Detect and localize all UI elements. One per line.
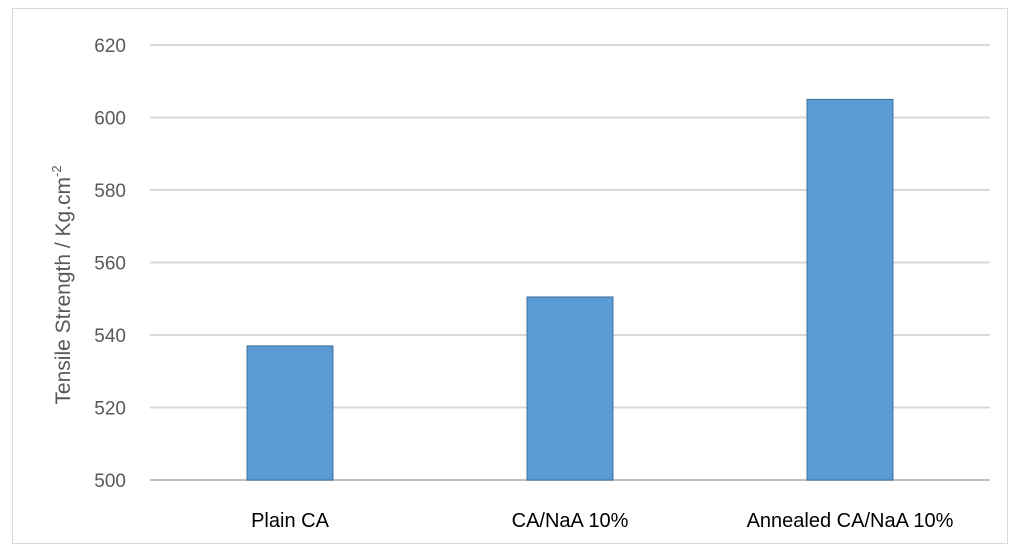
y-tick-label: 520 — [94, 399, 126, 420]
y-axis-label-superscript: -2 — [49, 165, 64, 177]
x-category-label: Annealed CA/NaA 10% — [747, 510, 954, 532]
y-tick-label: 600 — [94, 109, 126, 130]
y-axis-label: Tensile Strength / Kg.cm-2 — [49, 165, 75, 404]
x-category-label: CA/NaA 10% — [512, 510, 629, 532]
y-tick-labels: 500 520 540 560 580 600 620 — [94, 36, 126, 492]
x-tick-labels: Plain CA CA/NaA 10% Annealed CA/NaA 10% — [251, 510, 954, 532]
x-category-label: Plain CA — [251, 510, 329, 532]
y-tick-label: 540 — [94, 326, 126, 347]
bar — [526, 296, 614, 481]
y-tick-label: 500 — [94, 471, 126, 492]
y-tick-label: 560 — [94, 254, 126, 275]
y-tick-label: 580 — [94, 181, 126, 202]
chart-frame — [12, 8, 1008, 544]
bar — [246, 345, 334, 481]
bars — [246, 98, 894, 481]
bar — [806, 98, 894, 481]
y-tick-label: 620 — [94, 36, 126, 57]
y-axis-label-main: Tensile Strength / Kg.cm — [52, 177, 75, 405]
